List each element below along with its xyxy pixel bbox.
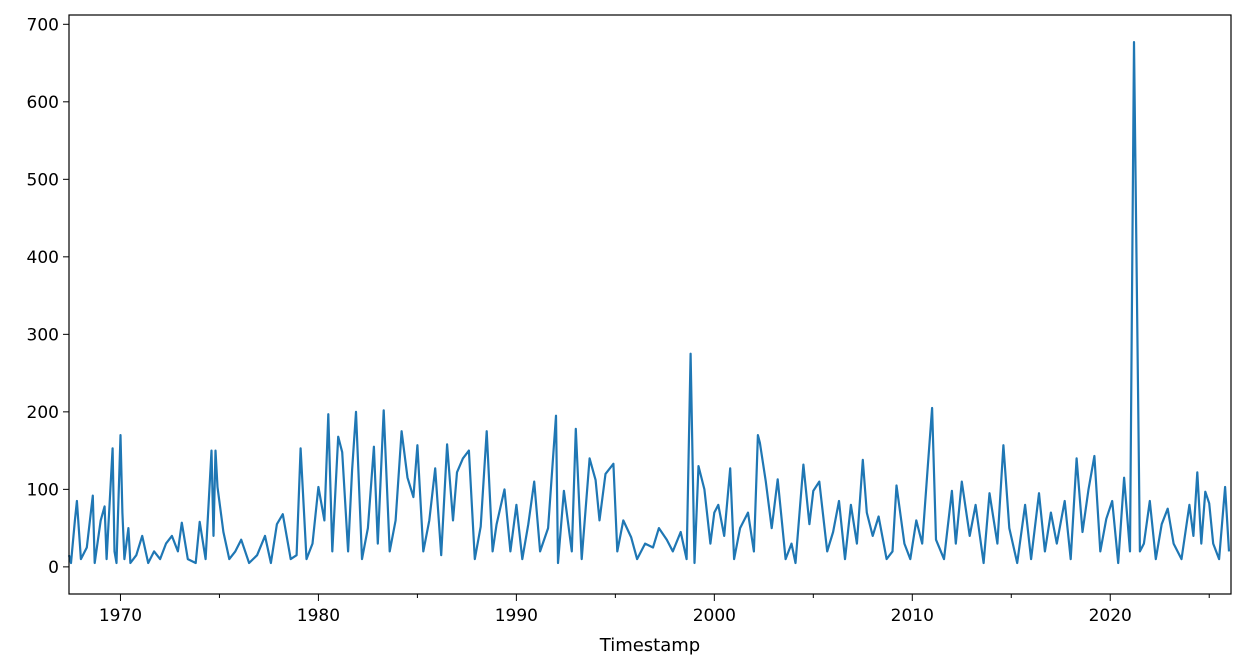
y-tick-label: 600 [27,93,59,113]
y-tick-label: 0 [48,558,59,578]
plot-frame [68,14,1232,595]
x-tick-label: 1990 [495,606,538,626]
y-tick-label: 400 [27,248,59,268]
x-tick-label: 1980 [297,606,340,626]
data-layer [67,40,1231,565]
y-tick-label: 500 [27,170,59,190]
x-tick-label: 2010 [891,606,934,626]
x-tick-label: 2000 [693,606,736,626]
x-tick-label: 2020 [1089,606,1132,626]
y-tick-label: 100 [27,480,59,500]
x-axis-title: Timestamp [599,635,700,656]
series-line-0 [67,40,1231,565]
y-tick-label: 300 [27,325,59,345]
y-tick-label: 700 [27,15,59,35]
y-axis-ticks: 0 100 200 300 400 500 600 700 [27,15,69,578]
x-tick-label: 1970 [99,606,142,626]
y-tick-label: 200 [27,403,59,423]
x-axis-ticks: 1970 1980 1990 2000 2010 2020 [99,594,1210,626]
plot-background [69,15,1231,594]
